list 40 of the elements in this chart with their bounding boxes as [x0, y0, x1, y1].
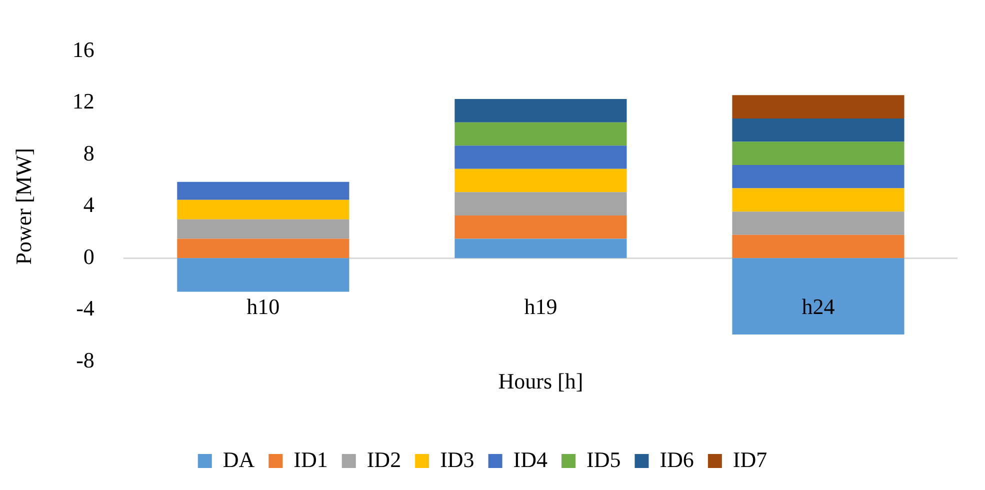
bar — [454, 168, 627, 192]
bar — [732, 142, 904, 166]
legend-label: ID7 — [732, 446, 768, 472]
x-tick-label: h24 — [802, 294, 835, 319]
bar — [732, 118, 904, 142]
y-tick-label: -8 — [76, 347, 94, 372]
bar — [177, 238, 350, 258]
bar — [454, 238, 627, 258]
bar — [177, 258, 350, 292]
y-tick-label: 4 — [83, 192, 94, 218]
bar — [732, 234, 904, 258]
bar — [732, 212, 904, 235]
y-tick-label: 0 — [83, 244, 94, 269]
y-tick-label: -4 — [76, 296, 94, 321]
y-tick-label: 12 — [72, 88, 94, 114]
x-tick-label: h19 — [524, 294, 558, 319]
x-axis-title: Hours [h] — [498, 368, 584, 394]
bar — [177, 200, 350, 220]
y-tick-label: 16 — [72, 36, 94, 62]
legend-label: ID6 — [660, 446, 694, 472]
bar — [177, 219, 350, 239]
y-tick-label: 8 — [83, 140, 94, 166]
bar — [454, 122, 627, 146]
bar — [454, 146, 627, 169]
bar — [732, 95, 904, 118]
bar — [454, 215, 627, 239]
bar — [454, 99, 627, 122]
bar — [732, 188, 904, 212]
legend-label: ID4 — [513, 446, 548, 472]
y-axis-title: Power [MW] — [10, 148, 36, 265]
bar — [732, 258, 904, 334]
legend-label: ID1 — [294, 446, 328, 472]
x-tick-label: h10 — [246, 294, 280, 319]
legend-label: ID5 — [586, 446, 621, 472]
legend-label: DA — [222, 446, 255, 472]
legend-label: ID3 — [440, 446, 474, 472]
legend-label: ID2 — [366, 446, 402, 472]
bar — [177, 182, 350, 200]
bar — [454, 192, 627, 216]
bar — [732, 165, 904, 188]
